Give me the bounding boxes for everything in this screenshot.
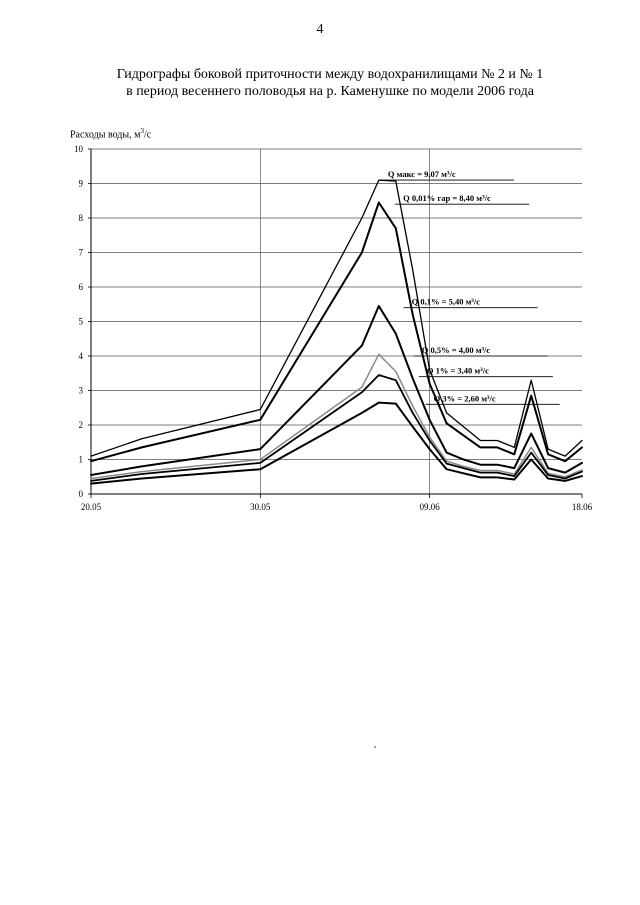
series-4: [90, 374, 583, 482]
annotations: Q макс = 9,07 м³/с Q 0,01% гар = 8,40 м³/…: [379, 169, 560, 405]
y-tick-label: 1: [79, 455, 84, 465]
series-3: [90, 353, 583, 480]
chart-title-line-1: Гидрографы боковой приточности между вод…: [116, 67, 544, 82]
series-line-3: [90, 353, 583, 480]
y-axis-label-superscript: 3: [140, 127, 144, 135]
y-tick-label: 7: [79, 248, 84, 258]
annotation-label-2: Q 0,1% = 5,40 м³/с: [412, 297, 481, 307]
annotation-label-5: Q 3% = 2,60 м³/с: [434, 393, 496, 403]
series-1: [90, 201, 583, 463]
y-tick-label: 9: [79, 179, 84, 189]
y-tick-label: 4: [79, 351, 84, 361]
annotation-label-0: Q макс = 9,07 м³/с: [388, 169, 456, 179]
annotation-label-4: Q 1% = 3,40 м³/с: [427, 366, 489, 376]
annotation-label-1: Q 0,01% гар = 8,40 м³/с: [403, 193, 491, 203]
scan-speck: [374, 746, 376, 748]
series-2: [90, 305, 583, 476]
axes: 0 1 2 3 4 5 6 7 8 9 10 20.05 30.05 09.06 18.06: [74, 144, 593, 512]
y-tick-label: 2: [79, 420, 84, 430]
series-5: [90, 401, 583, 485]
x-tick-label: 09.06: [419, 502, 440, 512]
y-tick-label: 0: [79, 489, 84, 499]
page-number: 4: [316, 22, 324, 37]
series-line-2: [90, 305, 583, 476]
y-tick-label: 3: [79, 386, 84, 396]
x-tick-label: 30.05: [250, 502, 271, 512]
y-tick-label: 6: [79, 282, 84, 292]
series-line-0: [90, 179, 583, 457]
chart-title-line-2: в период весеннего половодья на р. Камен…: [126, 84, 534, 99]
series-line-4: [90, 374, 583, 482]
series-0: [90, 179, 583, 457]
series-group: [90, 179, 583, 485]
annotation-label-3: Q 0,5% = 4,00 м³/с: [422, 345, 491, 355]
y-tick-label: 8: [79, 213, 84, 223]
series-line-5: [90, 401, 583, 485]
chart-title: Гидрографы боковой приточности между вод…: [60, 66, 600, 100]
series-line-1: [90, 201, 583, 463]
y-axis-label-main: Расходы воды, м: [70, 129, 141, 141]
y-tick-label: 10: [74, 144, 84, 154]
x-tick-label: 18.06: [572, 502, 593, 512]
x-tick-label: 20.05: [81, 502, 102, 512]
y-axis-label: Расходы воды, м3/с: [70, 127, 151, 140]
y-axis-label-tail: /с: [143, 129, 152, 141]
y-tick-label: 5: [79, 317, 84, 327]
